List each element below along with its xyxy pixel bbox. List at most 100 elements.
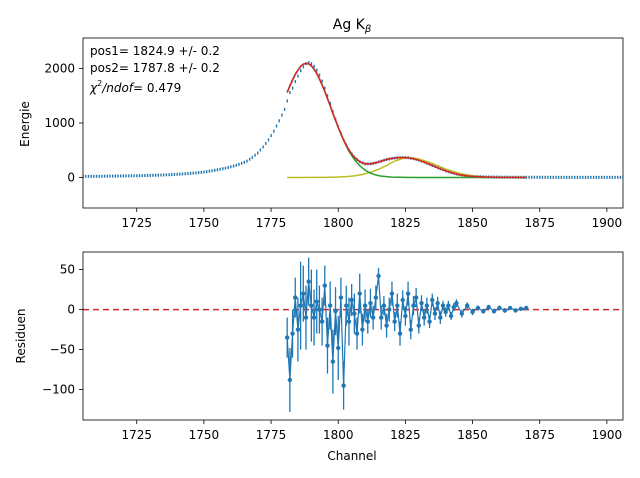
measured-bin: [584, 175, 587, 179]
measured-bin: [171, 173, 173, 177]
total-fit-line: [286, 62, 527, 179]
measured-bin: [240, 161, 243, 165]
measured-bin: [560, 175, 563, 179]
measured-bin: [157, 173, 160, 177]
residual-point: [440, 303, 446, 308]
peak1-fit-line: [287, 156, 527, 179]
measured-bin: [203, 170, 205, 174]
measured-bin: [600, 175, 603, 179]
residual-point: [448, 313, 454, 319]
measured-bin: [176, 172, 178, 176]
measured-bin: [95, 174, 98, 178]
measured-bin: [85, 174, 87, 178]
residual-point: [397, 331, 403, 336]
residual-point: [344, 303, 349, 308]
measured-bin: [195, 171, 197, 175]
measured-bin: [275, 124, 278, 128]
measured-bin: [603, 175, 605, 179]
residual-point: [486, 305, 491, 310]
residual-point: [387, 307, 392, 312]
residual-point: [352, 311, 357, 316]
residual-point: [464, 303, 470, 308]
measured-bin: [146, 173, 149, 177]
measured-bin: [598, 175, 600, 179]
measured-bin: [111, 174, 114, 178]
measured-bin: [197, 171, 200, 175]
measured-bin: [267, 138, 270, 142]
measured-bin: [289, 90, 291, 94]
x-tick-label: 1850: [457, 428, 488, 442]
residual-point: [427, 319, 432, 324]
measured-bin: [106, 174, 108, 178]
residual-point: [306, 279, 311, 284]
x-tick-label: 1900: [592, 216, 623, 230]
measured-bin: [574, 175, 576, 179]
measured-bin: [173, 172, 176, 176]
measured-bin: [232, 164, 235, 168]
measured-bin: [528, 175, 530, 179]
residual-point: [392, 319, 397, 324]
residual-point: [470, 309, 475, 315]
residual-point: [293, 295, 298, 300]
measured-bin: [133, 174, 135, 178]
residual-point: [459, 311, 465, 316]
residual-point: [287, 377, 293, 383]
measured-bin: [257, 151, 259, 155]
measured-bin: [149, 173, 151, 177]
measured-bin: [539, 175, 541, 179]
measured-bin: [536, 175, 538, 179]
residual-point: [381, 303, 387, 308]
residual-point: [290, 331, 295, 336]
energy-ticks: 1725 1750 1775 1800 1825 1850 1875 1900 0 1000 200…: [44, 62, 622, 230]
measured-bin: [308, 61, 310, 65]
measured-bin: [291, 86, 294, 90]
measured-bin: [606, 175, 608, 179]
residual-point: [360, 327, 365, 332]
measured-bin: [619, 175, 622, 179]
measured-bin: [533, 175, 536, 179]
y-tick-label: 50: [60, 263, 75, 277]
residual-point: [333, 309, 338, 314]
measured-bin: [117, 174, 119, 178]
residual-point: [357, 291, 362, 296]
residual-point: [322, 283, 327, 288]
measured-bin: [230, 165, 232, 169]
residual-point: [317, 307, 322, 312]
residual-point: [295, 327, 301, 332]
measured-bin: [243, 160, 245, 164]
y-tick-label: 0: [67, 303, 75, 317]
residual-point: [349, 297, 354, 303]
measured-bin: [571, 175, 573, 179]
measured-bin: [318, 73, 321, 77]
residuals-axes-frame: [82, 251, 624, 421]
measured-bin: [200, 170, 203, 174]
residual-point: [416, 323, 422, 328]
y-tick-label: −100: [42, 383, 75, 397]
measured-bin: [563, 175, 565, 179]
residual-point: [424, 303, 430, 308]
x-tick-label: 1775: [256, 216, 287, 230]
residual-point: [502, 308, 507, 313]
measured-bin: [316, 68, 318, 72]
residual-point: [507, 305, 513, 311]
x-tick-label: 1775: [256, 428, 287, 442]
measured-bin: [270, 134, 272, 138]
residual-point: [330, 359, 336, 364]
measured-bin: [248, 157, 251, 161]
measured-bin: [251, 155, 254, 159]
measured-bin: [576, 175, 579, 179]
residual-point: [379, 315, 384, 320]
measured-bin: [302, 65, 305, 69]
residual-point: [301, 291, 306, 296]
measured-bin: [246, 159, 248, 163]
measured-bin: [90, 174, 92, 178]
residual-point: [443, 309, 448, 315]
residual-point: [421, 315, 427, 320]
measured-bin: [294, 80, 297, 84]
measured-bin: [227, 165, 229, 169]
residual-point: [446, 303, 451, 308]
residual-point: [395, 303, 400, 308]
y-tick-label: 1000: [44, 116, 75, 130]
measured-bin: [98, 174, 100, 178]
